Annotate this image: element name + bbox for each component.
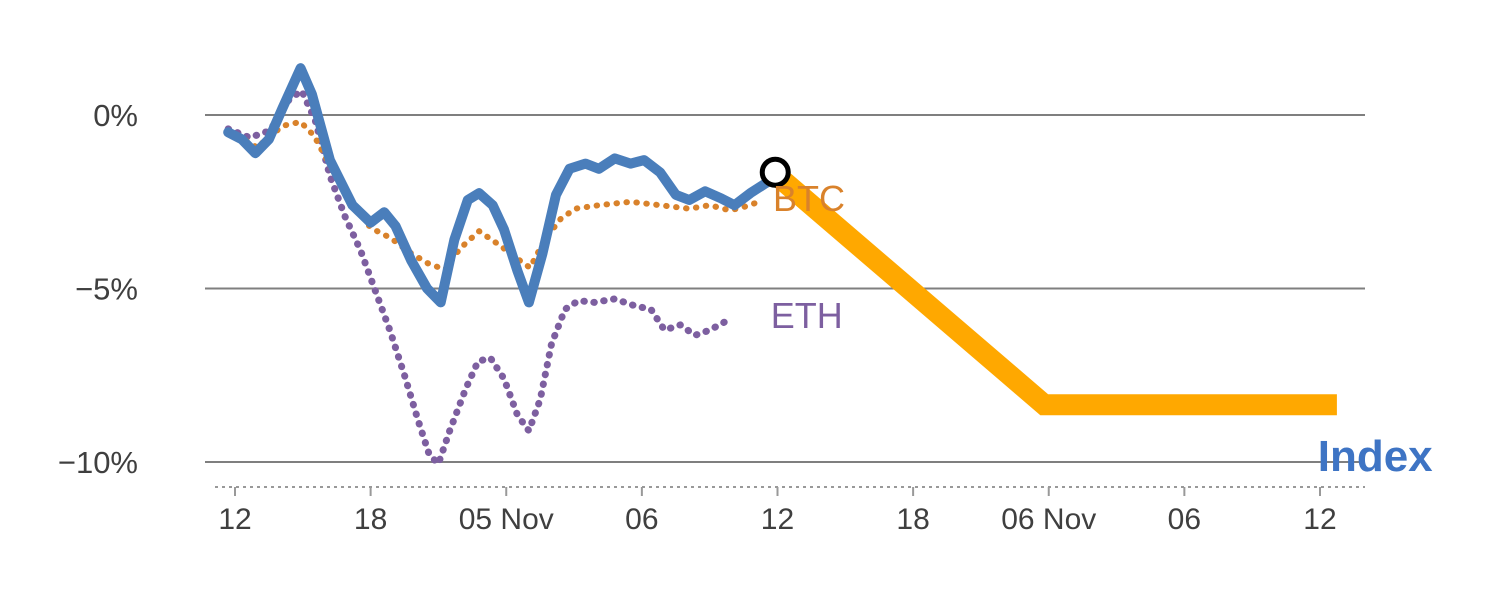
x-tick-label: 12: [218, 503, 251, 536]
eth-series-label: ETH: [770, 294, 843, 336]
index-projection-line: [768, 166, 1337, 416]
x-tick-label: 18: [354, 503, 387, 536]
eth-line: [224, 87, 729, 468]
x-tick-label: 12: [1303, 503, 1336, 536]
x-tick-label: 05 Nov: [459, 503, 554, 536]
x-tick-label: 06: [1168, 503, 1201, 536]
index-line: [223, 63, 781, 308]
y-tick-label: 0%: [93, 98, 138, 133]
x-tick-label: 06 Nov: [1001, 503, 1096, 536]
x-tick-label: 06: [625, 503, 658, 536]
x-tick-label: 18: [896, 503, 929, 536]
y-tick-label: −10%: [58, 445, 138, 480]
index-series-label: Index: [1317, 432, 1433, 482]
y-tick-label: −5%: [75, 272, 138, 307]
btc-line: [225, 118, 765, 273]
x-tick-label: 12: [761, 503, 794, 536]
current-point-marker: [759, 156, 791, 188]
btc-series-label: BTC: [772, 178, 845, 220]
